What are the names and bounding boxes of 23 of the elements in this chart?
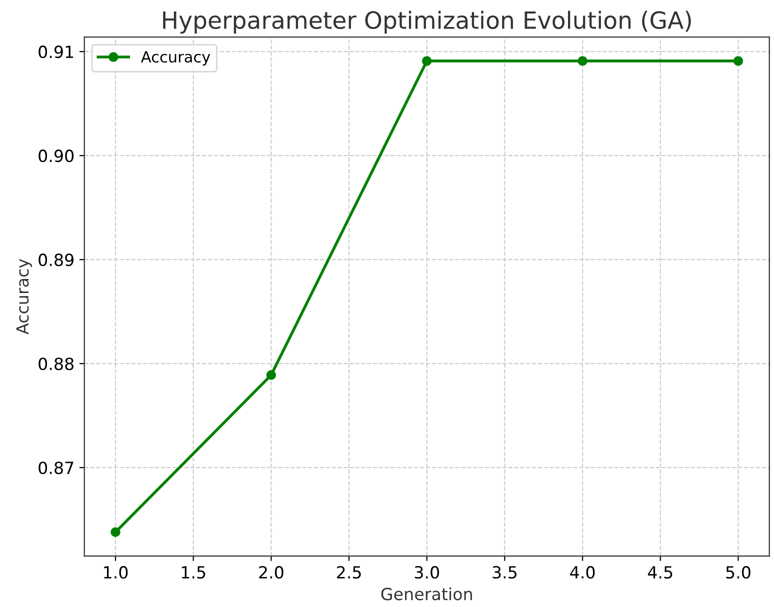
x-tick-label: 2.0 xyxy=(259,566,284,579)
x-tick-label: 2.5 xyxy=(336,566,361,579)
point xyxy=(733,56,744,66)
x-tick-label: 4.0 xyxy=(570,566,595,579)
x-tick-label: 3.5 xyxy=(492,566,516,579)
point xyxy=(422,56,432,66)
y-tick-label: 0.90 xyxy=(38,150,74,162)
chart-title: Hyperparameter Optimization Evolution (GA) xyxy=(163,10,691,34)
y-axis-title: Accuracy xyxy=(16,258,32,334)
x-tick-label: 1.0 xyxy=(104,566,128,579)
point xyxy=(266,370,276,380)
legend-label: Accuracy xyxy=(141,51,210,66)
y-tick-label: 0.88 xyxy=(38,358,74,370)
x-tick-label: 4.5 xyxy=(648,566,672,579)
x-tick-label: 1.5 xyxy=(182,566,206,579)
y-tick-label: 0.91 xyxy=(38,46,74,58)
y-tick-label: 0.89 xyxy=(38,254,74,266)
point xyxy=(110,527,120,537)
x-axis-title: Generation xyxy=(381,587,472,600)
x-tick-label: 5.0 xyxy=(726,566,750,579)
point xyxy=(578,56,588,66)
y-tick-label: 0.87 xyxy=(38,462,74,474)
x-tick-label: 3.0 xyxy=(414,566,440,579)
